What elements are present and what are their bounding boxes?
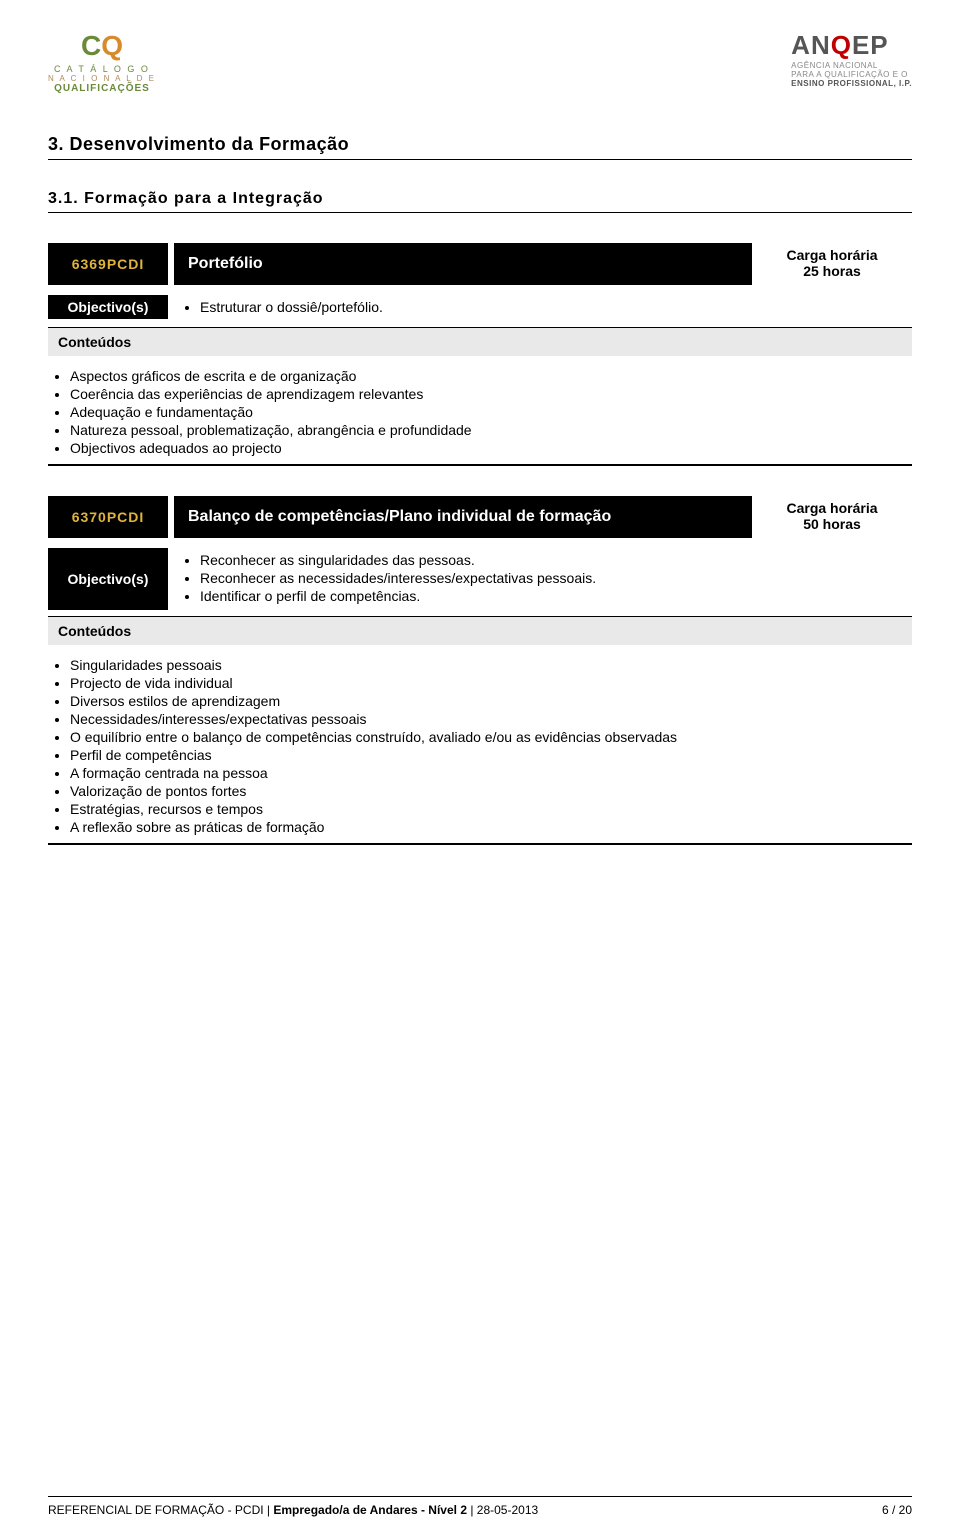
module-end-divider [48,464,912,466]
conteudos-list: Aspectos gráficos de escrita e de organi… [48,356,912,456]
content-item: Aspectos gráficos de escrita e de organi… [70,368,912,384]
content-item: Projecto de vida individual [70,675,912,691]
anqep-brand: ANQEP [791,30,912,61]
module-title: Balanço de competências/Plano individual… [174,496,752,538]
content-item: Natureza pessoal, problematização, abran… [70,422,912,438]
objective-item: Reconhecer as necessidades/interesses/ex… [200,570,912,586]
objectives-label: Objectivo(s) [48,295,168,319]
anqep-sub2: PARA A QUALIFICAÇÃO E O [791,70,912,79]
content-item: Adequação e fundamentação [70,404,912,420]
content-item: A reflexão sobre as práticas de formação [70,819,912,835]
module-title: Portefólio [174,243,752,285]
footer-bold: Empregado/a de Andares - Nível 2 [273,1503,467,1517]
header-logos: CQ C A T Á L O G O N A C I O N A L D E Q… [48,30,912,94]
content-item: Coerência das experiências de aprendizag… [70,386,912,402]
catalogo-line1: C A T Á L O G O [54,64,150,74]
footer-page-number: 6 / 20 [882,1503,912,1517]
objective-item: Identificar o perfil de competências. [200,588,912,604]
catalogo-line2: N A C I O N A L D E [48,74,156,83]
footer-suffix: | 28-05-2013 [467,1503,538,1517]
catalogo-glyph: CQ [81,30,123,62]
content-item: Valorização de pontos fortes [70,783,912,799]
module-header-row: 6369PCDI Portefólio Carga horária 25 hor… [48,243,912,285]
carga-label: Carga horária [752,247,912,263]
module-carga: Carga horária 25 horas [752,243,912,285]
objectives-label: Objectivo(s) [48,548,168,610]
carga-hours: 25 horas [752,263,912,279]
divider [48,212,912,213]
objective-item: Estruturar o dossiê/portefólio. [200,299,912,315]
anqep-sub1: AGÊNCIA NACIONAL [791,61,912,70]
content-item: Necessidades/interesses/expectativas pes… [70,711,912,727]
page: CQ C A T Á L O G O N A C I O N A L D E Q… [0,0,960,1537]
conteudos-list: Singularidades pessoais Projecto de vida… [48,645,912,835]
objectives-content: Estruturar o dossiê/portefólio. [168,295,912,321]
carga-label: Carga horária [752,500,912,516]
footer-reference: REFERENCIAL DE FORMAÇÃO - PCDI | Emprega… [48,1503,538,1517]
objectives-content: Reconhecer as singularidades das pessoas… [168,548,912,610]
anqep-post: EP [852,30,889,60]
page-footer: REFERENCIAL DE FORMAÇÃO - PCDI | Emprega… [48,1496,912,1517]
catalogo-line3: QUALIFICAÇÕES [54,83,150,94]
conteudos-heading: Conteúdos [48,327,912,356]
content-item: O equilíbrio entre o balanço de competên… [70,729,912,745]
content-item: Diversos estilos de aprendizagem [70,693,912,709]
content-item: Estratégias, recursos e tempos [70,801,912,817]
conteudos-heading: Conteúdos [48,616,912,645]
section-heading: 3. Desenvolvimento da Formação [48,134,912,155]
objective-item: Reconhecer as singularidades das pessoas… [200,552,912,568]
footer-prefix: REFERENCIAL DE FORMAÇÃO - PCDI | [48,1503,273,1517]
module-code: 6370PCDI [48,496,168,538]
anqep-pre: AN [791,30,831,60]
objectives-row: Objectivo(s) Reconhecer as singularidade… [48,548,912,610]
logo-anqep: ANQEP AGÊNCIA NACIONAL PARA A QUALIFICAÇ… [791,30,912,88]
section-subheading: 3.1. Formação para a Integração [48,190,912,208]
objectives-row: Objectivo(s) Estruturar o dossiê/portefó… [48,295,912,321]
content-item: Perfil de competências [70,747,912,763]
carga-hours: 50 horas [752,516,912,532]
content-item: Singularidades pessoais [70,657,912,673]
content-item: A formação centrada na pessoa [70,765,912,781]
glyph-c: C [81,30,101,61]
module-end-divider [48,843,912,845]
module-header-row: 6370PCDI Balanço de competências/Plano i… [48,496,912,538]
anqep-mid: Q [831,30,852,60]
content-item: Objectivos adequados ao projecto [70,440,912,456]
anqep-sub3: ENSINO PROFISSIONAL, I.P. [791,79,912,88]
module-carga: Carga horária 50 horas [752,496,912,538]
module-code: 6369PCDI [48,243,168,285]
divider [48,159,912,160]
logo-catalogo: CQ C A T Á L O G O N A C I O N A L D E Q… [48,30,156,94]
glyph-q: Q [101,30,123,61]
